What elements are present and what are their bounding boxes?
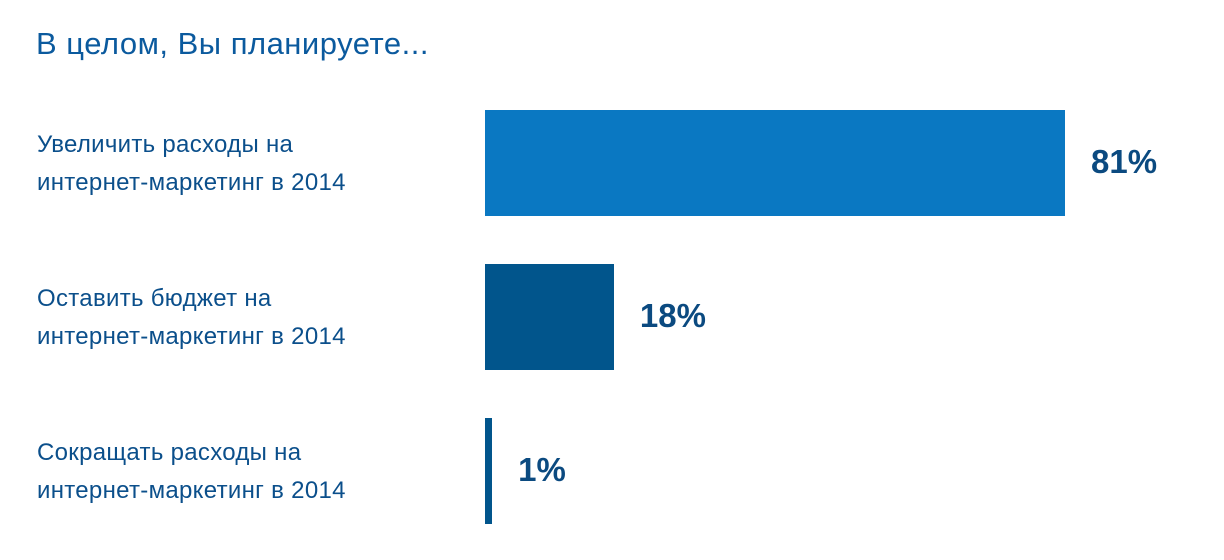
chart-title: В целом, Вы планируете... bbox=[36, 26, 429, 61]
bar bbox=[485, 110, 1065, 216]
category-label: Сокращать расходы на интернет-маркетинг … bbox=[37, 439, 346, 504]
bar bbox=[485, 418, 493, 524]
value-label: 18% bbox=[639, 297, 706, 334]
bar bbox=[485, 264, 614, 370]
category-label: Увеличить расходы на интернет-маркетинг … bbox=[37, 131, 346, 196]
value-label: 81% bbox=[1091, 143, 1158, 180]
category-label: Оставить бюджет на интернет-маркетинг в … bbox=[37, 285, 346, 350]
value-label: 1% bbox=[518, 451, 566, 488]
